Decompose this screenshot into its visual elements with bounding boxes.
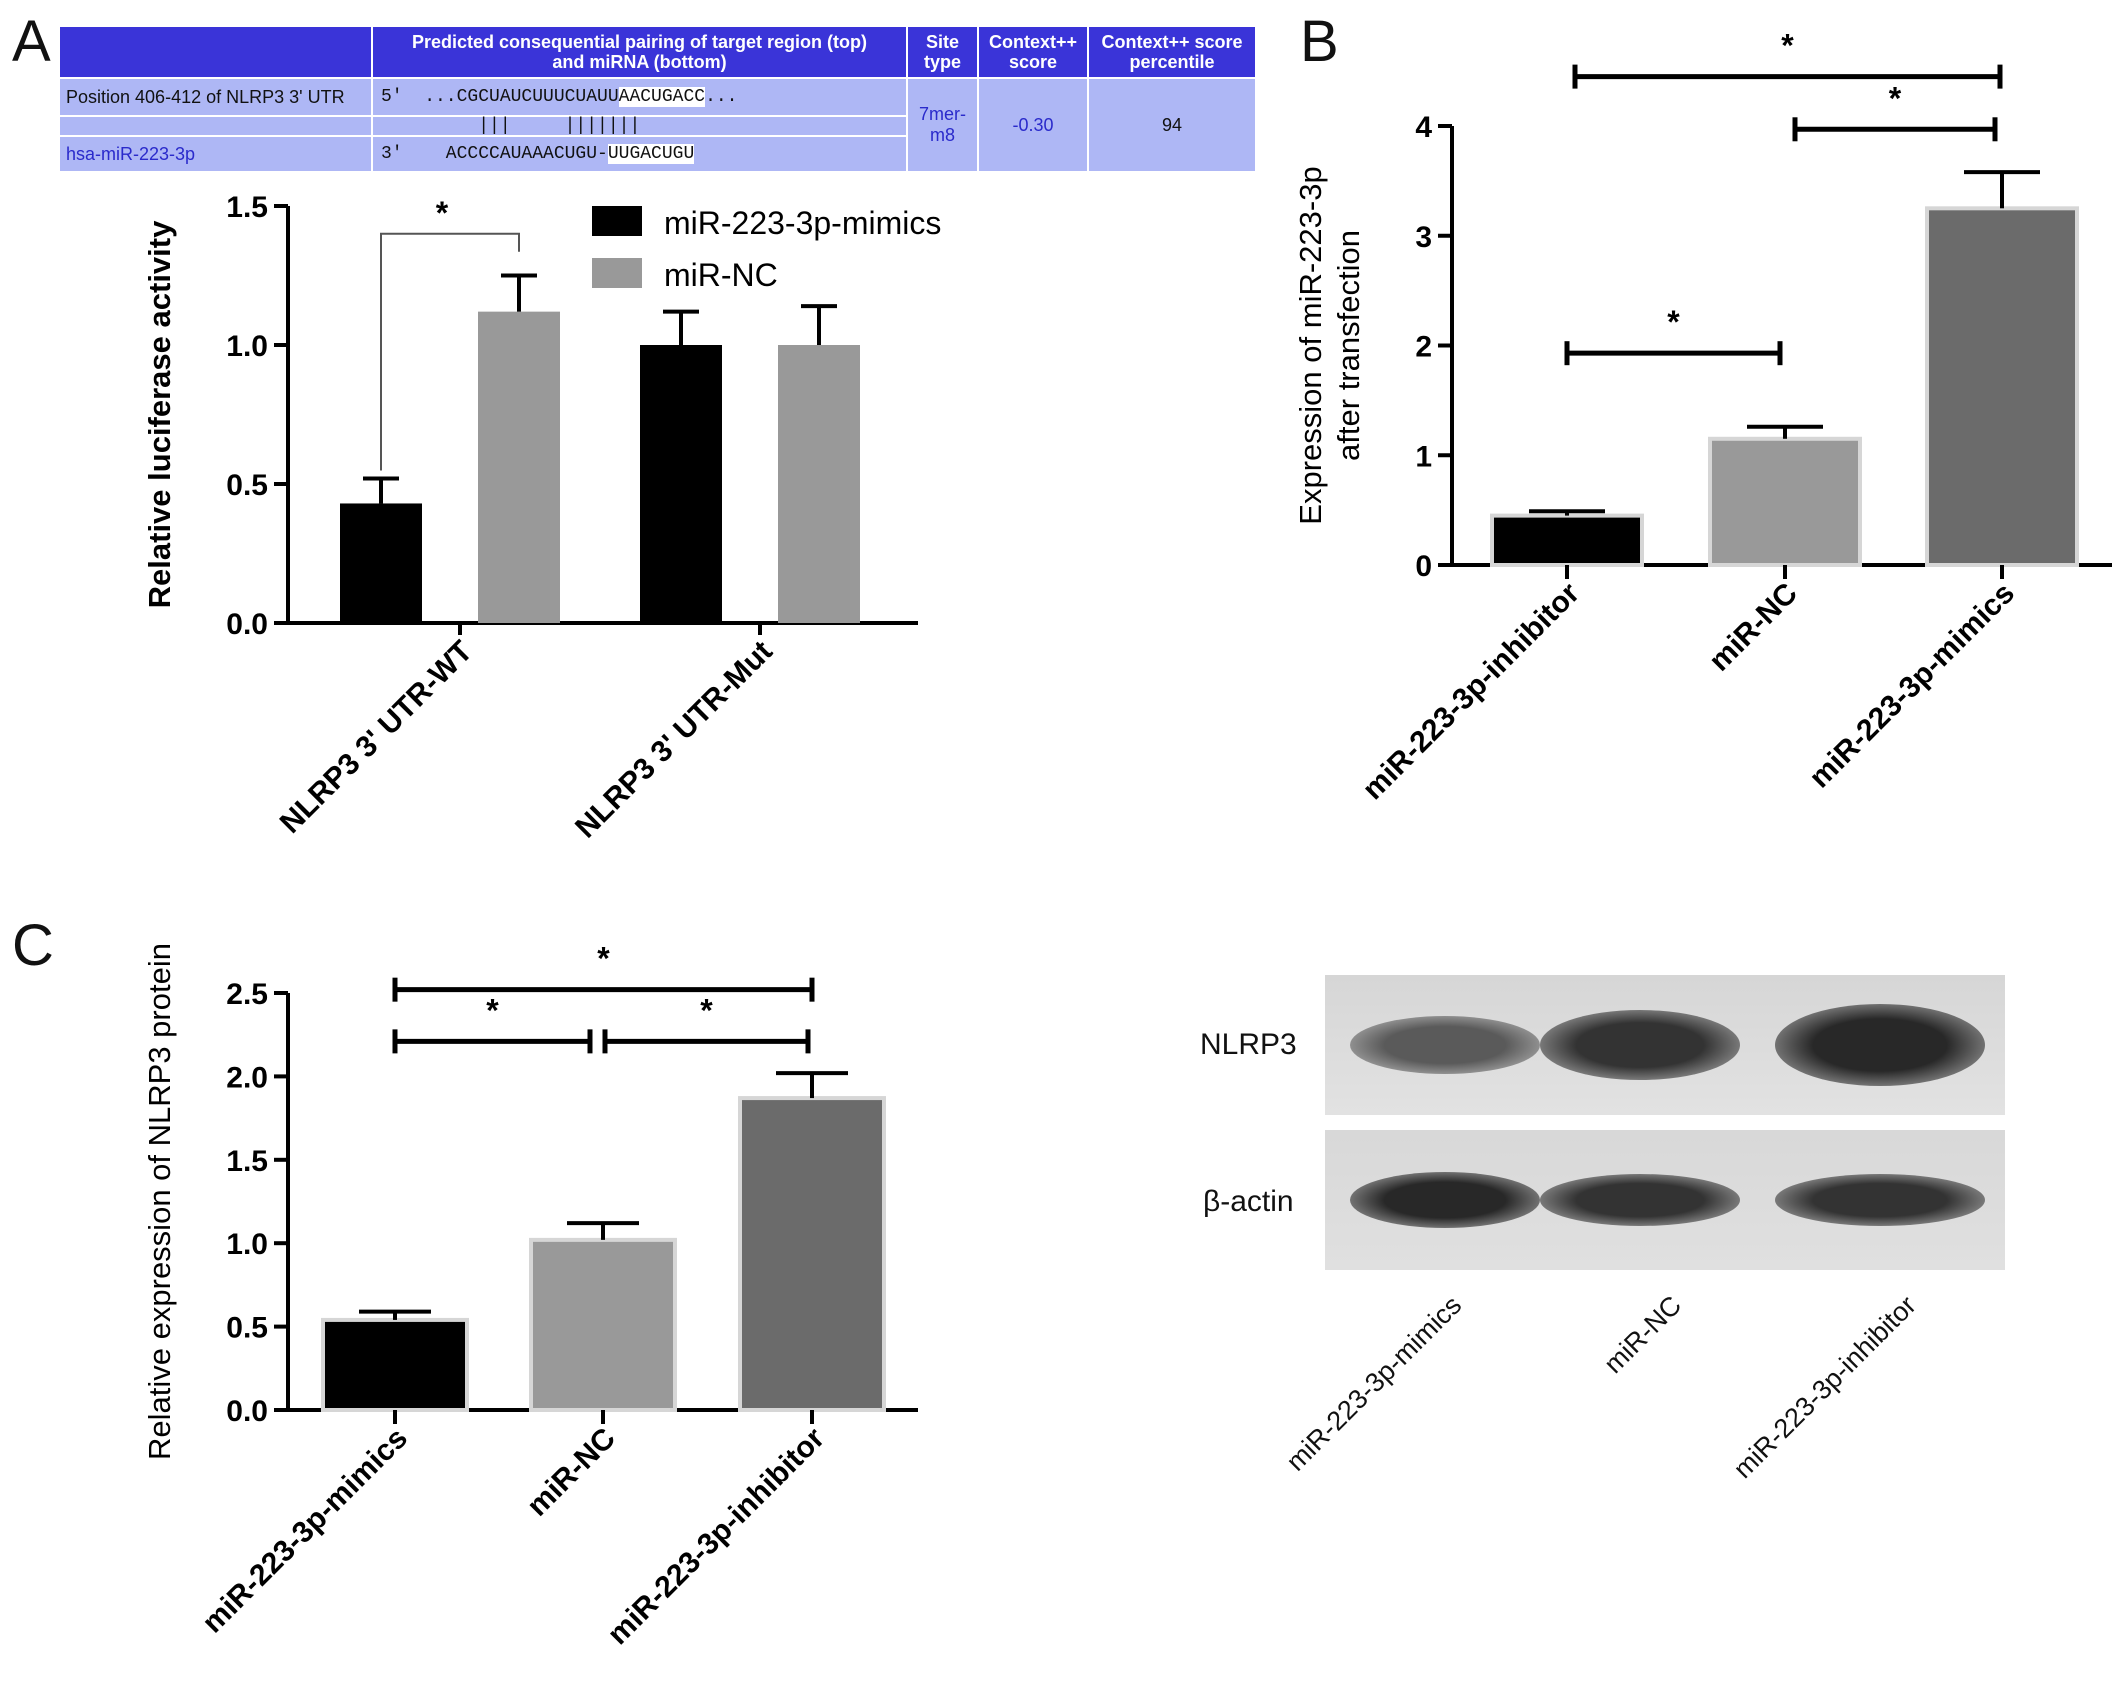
site-type-value: 7mer- m8 xyxy=(906,77,979,173)
significance-star: * xyxy=(1667,304,1680,340)
mirna-seed: UUGACUGU xyxy=(607,144,695,164)
x-tick-label: miR-NC xyxy=(521,1422,622,1523)
y-axis-label: Relative expression of NLRP3 protein xyxy=(142,943,177,1460)
y-axis-label: Relative luciferase activity xyxy=(142,220,177,608)
target-prefix: 5' ...CGCUAUCUUUCUAUU xyxy=(381,87,619,107)
legend-label: miR-223-3p-mimics xyxy=(664,205,941,241)
bar xyxy=(778,345,860,623)
x-tick-label: miR-223-3p-mimics xyxy=(1803,577,2021,795)
blot-band xyxy=(1350,1016,1540,1074)
pairing-lines: ||| ||||||| xyxy=(371,115,908,137)
blot-band xyxy=(1540,1174,1740,1226)
y-tick-label: 1.0 xyxy=(226,330,268,363)
blot-band xyxy=(1540,1010,1740,1080)
x-tick-label: miR-223-3p-inhibitor xyxy=(601,1421,831,1651)
legend-swatch xyxy=(592,206,642,236)
x-tick-label: NLRP3 3' UTR-WT xyxy=(274,635,479,840)
y-tick-label: 0.5 xyxy=(226,469,268,502)
y-tick-label: 3 xyxy=(1415,221,1432,254)
bar xyxy=(321,1317,469,1412)
significance-bracket xyxy=(380,232,520,471)
y-axis-label: after transfection xyxy=(1331,230,1366,461)
mirna-prefix: 3' ACCCCAUAAACUGU- xyxy=(381,144,608,164)
target-seed: AACUGACC xyxy=(618,87,706,107)
band-label-nlrp3: NLRP3 xyxy=(1200,1028,1297,1061)
y-tick-label: 0.0 xyxy=(226,608,268,641)
y-tick-label: 1.5 xyxy=(226,191,268,224)
x-tick-label: miR-223-3p-mimics xyxy=(196,1422,414,1640)
table-header-context-score: Context++ score xyxy=(977,25,1089,79)
table-header-row: Predicted consequential pairing of targe… xyxy=(58,25,1257,79)
bar xyxy=(640,345,722,623)
y-tick-label: 1.0 xyxy=(226,1228,268,1261)
target-suffix: ... xyxy=(705,87,738,107)
bar xyxy=(478,311,560,623)
y-tick-label: 0.5 xyxy=(226,1312,268,1345)
y-tick-label: 1 xyxy=(1415,440,1432,473)
panel-label-b: B xyxy=(1300,9,1339,74)
bar xyxy=(1925,206,2079,567)
legend-label: miR-NC xyxy=(664,257,778,293)
target-sequence: 5' ...CGCUAUCUUUCUAUUAACUGACC... xyxy=(371,77,908,117)
blot-band xyxy=(1350,1172,1540,1228)
x-tick-label: NLRP3 3' UTR-Mut xyxy=(569,635,779,845)
significance-star: * xyxy=(700,992,713,1028)
significance-star: * xyxy=(1781,28,1794,64)
y-axis-label: Expression of miR-223-3p xyxy=(1293,166,1328,524)
bar xyxy=(1708,436,1862,568)
table-row: hsa-miR-223-3p 3' ACCCCAUAAACUGU-UUGACUG… xyxy=(58,135,1256,173)
bar xyxy=(738,1096,886,1412)
x-tick-label: miR-NC xyxy=(1703,577,1804,678)
y-tick-label: 1.5 xyxy=(226,1145,268,1178)
target-label: Position 406-412 of NLRP3 3' UTR xyxy=(58,77,373,117)
legend-swatch xyxy=(592,258,642,288)
significance-star: * xyxy=(1889,80,1902,116)
table-header-site-type: Site type xyxy=(906,25,979,79)
significance-star: * xyxy=(597,941,610,977)
y-tick-label: 2 xyxy=(1415,331,1432,364)
y-tick-label: 2.0 xyxy=(226,1061,268,1094)
table-row: ||| ||||||| xyxy=(58,115,1256,137)
blot-band xyxy=(1775,1004,1985,1086)
blot-band xyxy=(1775,1174,1985,1226)
significance-star: * xyxy=(436,195,449,231)
y-tick-label: 0 xyxy=(1415,550,1432,583)
bar xyxy=(1490,513,1644,567)
y-tick-label: 2.5 xyxy=(226,978,268,1011)
x-tick-label: miR-223-3p-inhibitor xyxy=(1356,576,1586,806)
table-header-blank xyxy=(58,25,373,79)
bar xyxy=(340,503,422,623)
panel-label-a: A xyxy=(12,9,51,74)
percentile-value: 94 xyxy=(1087,77,1257,173)
table-header-pairing: Predicted consequential pairing of targe… xyxy=(371,25,908,79)
context-score-value: -0.30 xyxy=(977,77,1089,173)
y-tick-label: 0.0 xyxy=(226,1395,268,1428)
band-label-actin: β-actin xyxy=(1203,1185,1294,1218)
significance-star: * xyxy=(486,992,499,1028)
panel-label-c: C xyxy=(12,913,54,978)
bar xyxy=(529,1237,677,1413)
table-row: Position 406-412 of NLRP3 3' UTR 5' ...C… xyxy=(58,77,1257,173)
table-header-percentile: Context++ score percentile xyxy=(1087,25,1257,79)
mirna-label: hsa-miR-223-3p xyxy=(58,135,373,173)
y-tick-label: 4 xyxy=(1415,111,1432,144)
mirna-sequence: 3' ACCCCAUAAACUGU-UUGACUGU xyxy=(371,135,908,173)
targetscan-table: Predicted consequential pairing of targe… xyxy=(58,25,1257,173)
